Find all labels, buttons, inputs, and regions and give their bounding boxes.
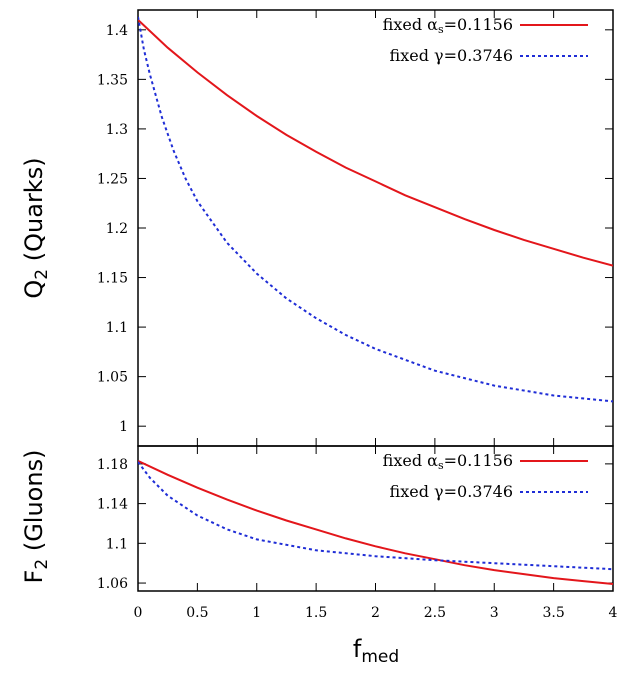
series-line-fixed-gamma	[138, 16, 613, 403]
y-tick-label: 1	[119, 419, 128, 435]
legend-entry-fixed-gamma: fixed γ=0.3746	[390, 46, 513, 65]
series-line-fixed-gamma	[138, 461, 613, 571]
y-tick-label: 1.1	[106, 536, 128, 552]
legend-entry-fixed-alpha: fixed αs=0.1156	[383, 15, 513, 36]
y-tick-label: 1.3	[106, 122, 128, 138]
panel-bottom: 1.06 1.1 1.14 1.18 fixed αs=0.1156 fixed γ=0.…	[20, 445, 614, 592]
y-tick-label: 1.35	[97, 72, 128, 88]
x-tick-label: 1	[252, 605, 261, 621]
x-tick-label: 2	[371, 605, 380, 621]
series-line-fixed-alpha	[138, 19, 613, 267]
plot-frame	[137, 9, 614, 447]
y-tick-label: 1.4	[106, 23, 128, 39]
x-tick-label: 0.5	[186, 605, 208, 621]
x-tick-label: 2.5	[424, 605, 446, 621]
x-tick-label: 3.5	[542, 605, 564, 621]
panel-top: 1 1.05 1.1 1.15 1.2 1.25 1.3 1.35 1.4 fixed αs=0.…	[20, 9, 614, 447]
y-tick-label: 1.15	[97, 271, 128, 287]
y-tick-label: 1.18	[97, 457, 128, 473]
y-tick-label: 1.06	[97, 576, 128, 592]
y-tick-label: 1.05	[97, 370, 128, 386]
x-tick-label: 1.5	[305, 605, 327, 621]
y-tick-label: 1.1	[106, 320, 128, 336]
y-tick-label: 1.2	[106, 221, 128, 237]
x-tick-label: 0	[134, 605, 143, 621]
y-axis-title-top: Q2 (Quarks)	[20, 157, 52, 298]
series-line-fixed-alpha	[138, 459, 613, 585]
y-tick-label: 1.14	[97, 497, 128, 513]
plot-frame	[137, 445, 614, 592]
x-tick-label: 4	[609, 605, 618, 621]
legend-entry-fixed-gamma: fixed γ=0.3746	[390, 482, 513, 501]
x-axis-title: fmed	[353, 635, 399, 667]
x-tick-label: 3	[490, 605, 499, 621]
y-axis-title-bottom: F2 (Gluons)	[20, 450, 52, 584]
legend-entry-fixed-alpha: fixed αs=0.1156	[383, 451, 513, 472]
y-tick-label: 1.25	[97, 171, 128, 187]
